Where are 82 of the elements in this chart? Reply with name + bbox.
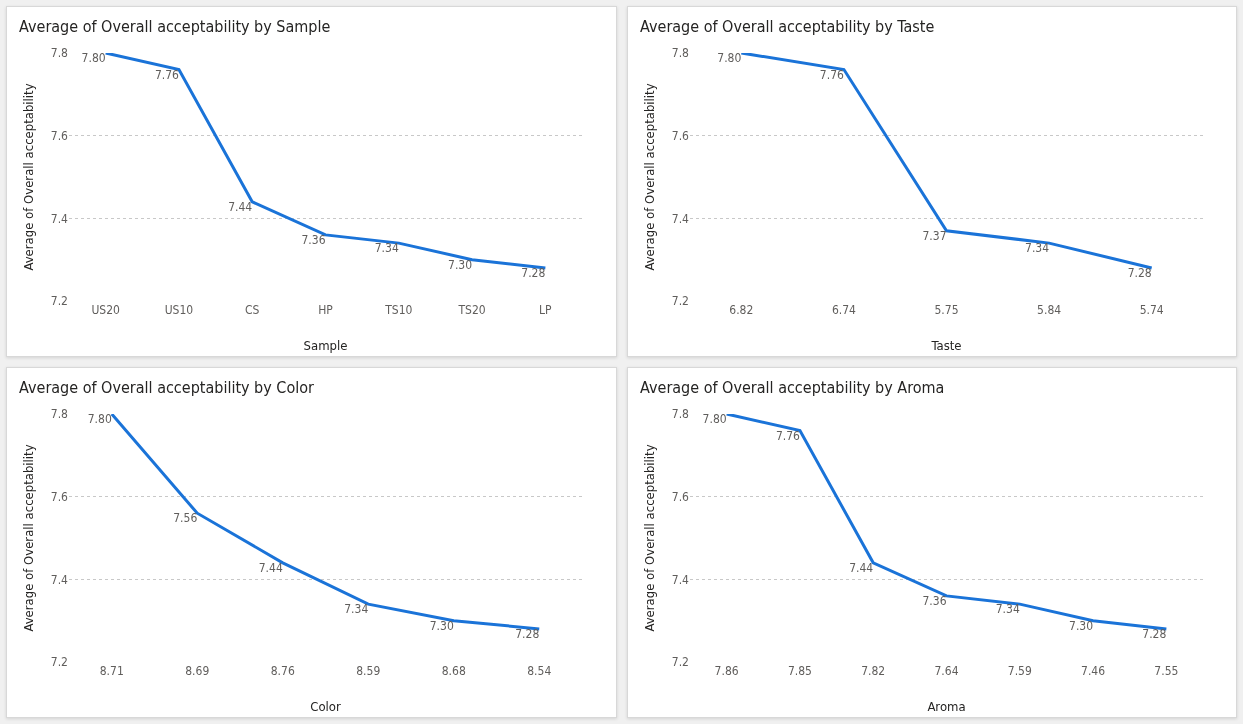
line-series xyxy=(724,414,1168,631)
y-axis-title: Average of Overall acceptability xyxy=(641,83,657,271)
data-label: 7.37 xyxy=(921,228,946,243)
x-axis-title: Color xyxy=(310,699,341,714)
x-tick-label: 7.64 xyxy=(933,664,959,678)
data-label: 7.30 xyxy=(1068,618,1093,633)
data-label: 7.34 xyxy=(374,241,399,256)
x-tick-label: 6.74 xyxy=(831,303,856,317)
x-tick-label: 5.84 xyxy=(1036,303,1061,317)
data-label: 7.34 xyxy=(1024,241,1049,256)
data-label: 7.30 xyxy=(448,257,473,272)
y-tick-label: 7.4 xyxy=(50,211,69,226)
data-label: 7.80 xyxy=(87,412,112,426)
x-tick-label: 7.86 xyxy=(714,664,739,678)
y-tick-label: 7.8 xyxy=(671,46,689,61)
chart-title: Average of Overall acceptability by Sample xyxy=(19,17,331,37)
x-axis-title: Aroma xyxy=(926,699,966,714)
data-label: 7.80 xyxy=(702,412,727,426)
x-axis-title: Sample xyxy=(303,338,348,353)
y-tick-label: 7.4 xyxy=(50,572,69,587)
x-tick-label: 5.75 xyxy=(933,303,959,317)
chart-title: Average of Overall acceptability by Aroma xyxy=(639,378,944,398)
x-axis-title: Taste xyxy=(929,338,962,353)
x-tick-label: 6.82 xyxy=(728,303,753,317)
data-label: 7.80 xyxy=(81,51,106,65)
y-tick-label: 7.4 xyxy=(671,211,689,226)
chart-title: Average of Overall acceptability by Taste xyxy=(639,17,934,37)
y-tick-label: 7.6 xyxy=(671,128,689,143)
x-tick-label: TS10 xyxy=(384,303,413,317)
x-tick-label: US20 xyxy=(91,303,121,317)
x-tick-label: TS20 xyxy=(457,303,486,317)
data-label: 7.44 xyxy=(258,560,283,575)
y-tick-label: 7.6 xyxy=(50,489,69,504)
y-tick-label: 7.2 xyxy=(50,294,68,309)
x-tick-label: HP xyxy=(318,303,334,317)
data-label: 7.28 xyxy=(521,265,546,280)
data-label: 7.36 xyxy=(921,593,947,608)
data-label: 7.30 xyxy=(429,618,454,633)
y-tick-label: 7.6 xyxy=(671,489,689,504)
y-tick-label: 7.2 xyxy=(50,655,68,670)
data-label: 7.76 xyxy=(154,67,180,82)
data-label: 7.28 xyxy=(515,626,540,641)
y-tick-label: 7.2 xyxy=(671,294,689,309)
y-axis-title: Average of Overall acceptability xyxy=(21,83,36,271)
data-label: 7.28 xyxy=(1127,265,1152,280)
data-label: 7.34 xyxy=(344,602,369,617)
line-series xyxy=(104,53,547,270)
data-label: 7.76 xyxy=(775,428,800,443)
x-tick-label: 7.46 xyxy=(1080,664,1105,678)
x-tick-label: 7.59 xyxy=(1007,664,1032,678)
x-tick-label: 8.76 xyxy=(270,664,295,678)
x-tick-label: 8.54 xyxy=(527,664,552,678)
data-label: 7.56 xyxy=(173,511,198,526)
y-tick-label: 7.8 xyxy=(671,407,689,422)
x-tick-label: US10 xyxy=(164,303,194,317)
data-label: 7.80 xyxy=(716,51,741,65)
x-tick-label: LP xyxy=(539,303,553,317)
chart-title: Average of Overall acceptability by Color xyxy=(19,378,314,398)
y-tick-label: 7.8 xyxy=(50,407,69,422)
y-axis-title: Average of Overall acceptability xyxy=(21,444,36,632)
data-label: 7.36 xyxy=(301,232,326,247)
x-tick-label: 8.71 xyxy=(99,664,124,678)
x-tick-label: 7.82 xyxy=(860,664,885,678)
line-series xyxy=(110,414,541,631)
data-label: 7.44 xyxy=(848,560,873,575)
x-tick-label: 8.59 xyxy=(356,664,381,678)
y-axis-title: Average of Overall acceptability xyxy=(641,444,657,632)
line-series xyxy=(739,53,1153,270)
x-tick-label: 8.69 xyxy=(185,664,210,678)
data-label: 7.76 xyxy=(819,67,844,82)
y-tick-label: 7.6 xyxy=(50,128,69,143)
data-label: 7.34 xyxy=(995,602,1020,617)
y-tick-label: 7.4 xyxy=(671,572,689,587)
y-tick-label: 7.2 xyxy=(671,655,689,670)
y-tick-label: 7.8 xyxy=(50,46,69,61)
x-tick-label: 7.55 xyxy=(1153,664,1178,678)
data-label: 7.44 xyxy=(228,199,253,214)
x-tick-label: 8.68 xyxy=(441,664,466,678)
data-label: 7.28 xyxy=(1141,626,1166,641)
x-tick-label: 5.74 xyxy=(1139,303,1164,317)
x-tick-label: CS xyxy=(245,303,260,317)
x-tick-label: 7.85 xyxy=(787,664,812,678)
